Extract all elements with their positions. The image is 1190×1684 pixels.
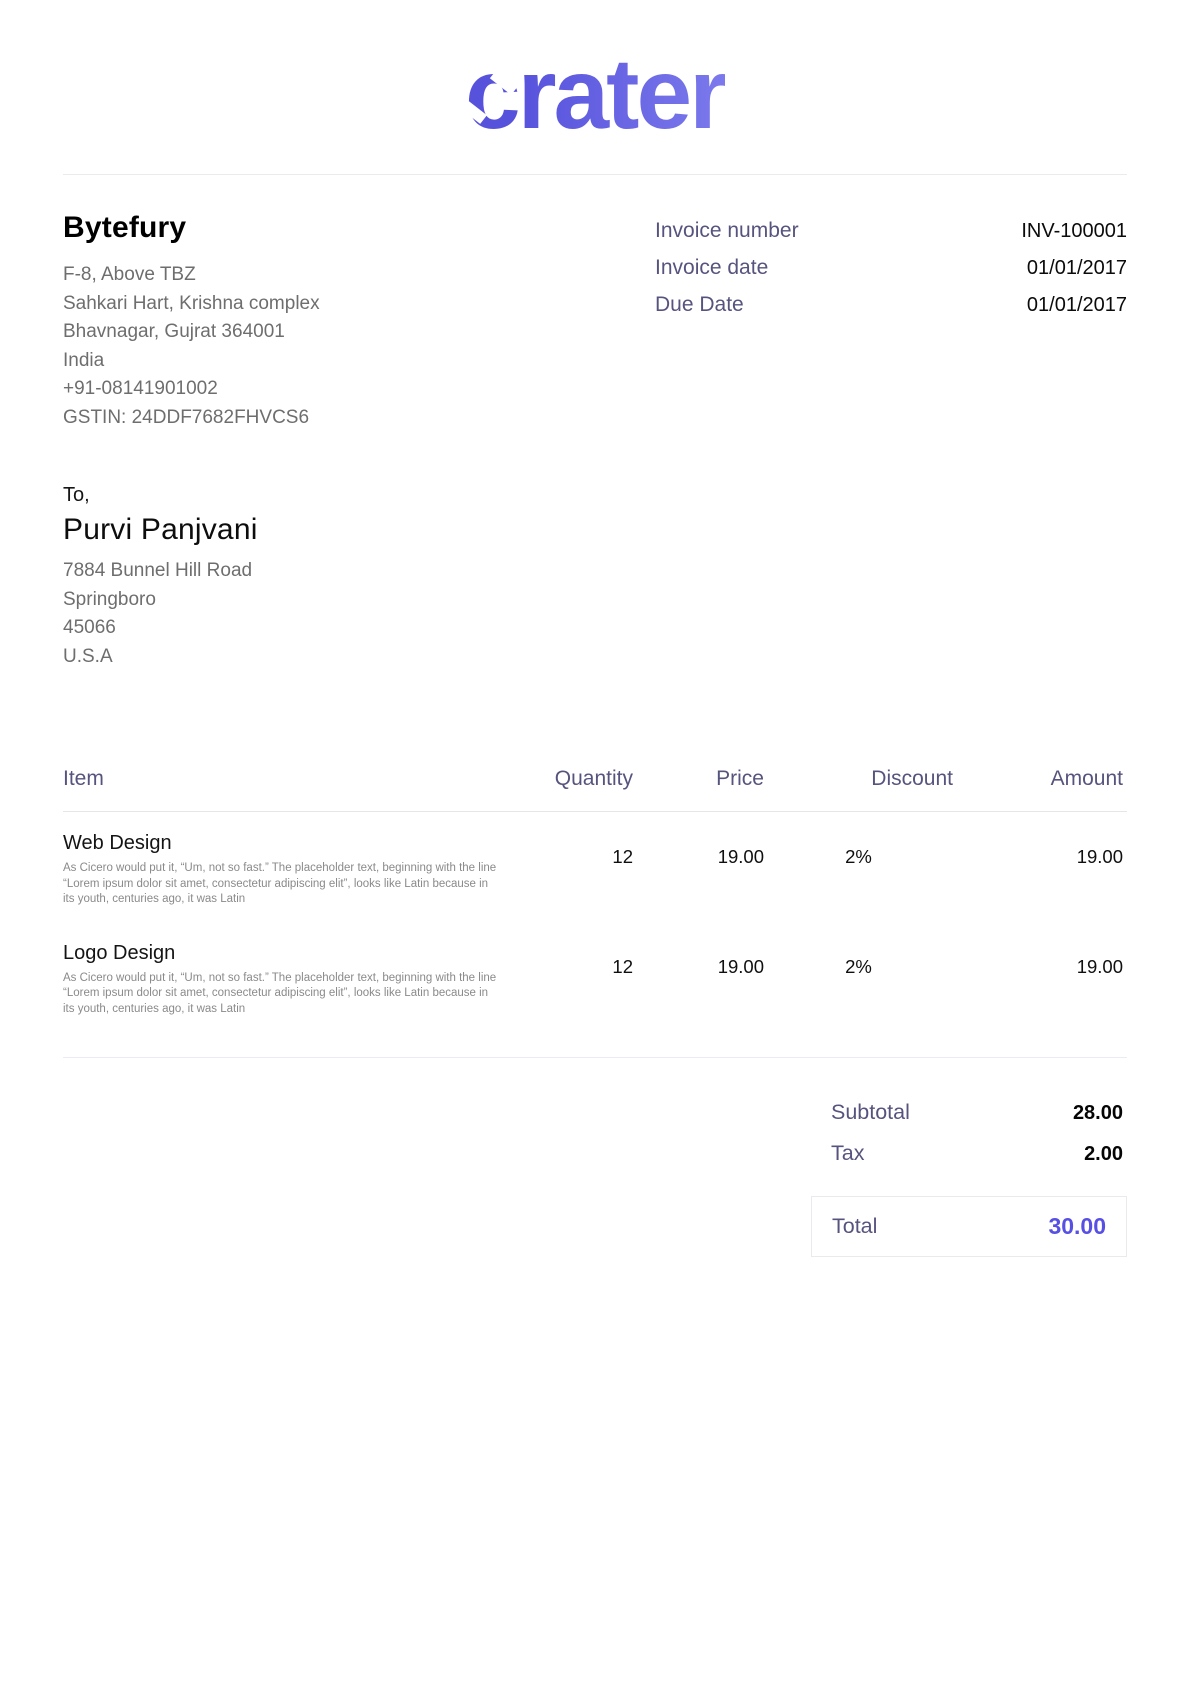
- subtotal-value: 28.00: [1072, 1102, 1123, 1124]
- invoice-date-row: Invoice date 01/01/2017: [655, 256, 1127, 280]
- items-table: Item Quantity Price Discount Amount Web …: [63, 767, 1127, 1017]
- invoice-number-row: Invoice number INV-100001: [655, 219, 1127, 243]
- customer-address: 7884 Bunnel Hill Road Springboro 45066 U…: [63, 557, 1127, 671]
- due-date-label: Due Date: [655, 293, 744, 316]
- item-cell: Web Design As Cicero would put it, “Um, …: [63, 812, 503, 908]
- subtotal-row: Subtotal 28.00: [811, 1100, 1127, 1125]
- invoice-meta-block: Invoice number INV-100001 Invoice date 0…: [655, 211, 1127, 432]
- bill-to-block: To, Purvi Panjvani 7884 Bunnel Hill Road…: [63, 484, 1127, 671]
- column-header-discount: Discount: [871, 767, 953, 790]
- company-address-line: F-8, Above TBZ: [63, 264, 196, 285]
- customer-address-line: Springboro: [63, 588, 156, 610]
- item-description: As Cicero would put it, “Um, not so fast…: [63, 971, 497, 1015]
- company-address-line: India: [63, 349, 105, 371]
- item-name: Web Design: [63, 832, 172, 854]
- invoice-number-label: Invoice number: [655, 219, 799, 242]
- totals-block: Subtotal 28.00 Tax 2.00 Total 30.00: [811, 1100, 1127, 1257]
- item-amount: 19.00: [1076, 955, 1123, 977]
- item-discount: 2%: [845, 955, 872, 977]
- column-header-quantity: Quantity: [554, 767, 633, 790]
- company-name: Bytefury: [63, 211, 187, 244]
- bill-to-prefix: To,: [63, 484, 90, 506]
- table-row: Logo Design As Cicero would put it, “Um,…: [63, 908, 1127, 1018]
- company-block: Bytefury F-8, Above TBZ Sahkari Hart, Kr…: [63, 211, 320, 432]
- total-value: 30.00: [1048, 1213, 1106, 1239]
- invoice-number-value: INV-100001: [1021, 220, 1127, 242]
- header-divider: [63, 174, 1127, 175]
- table-row: Web Design As Cicero would put it, “Um, …: [63, 812, 1127, 908]
- company-address: F-8, Above TBZ Sahkari Hart, Krishna com…: [63, 261, 320, 432]
- company-gstin: GSTIN: 24DDF7682FHVCS6: [63, 406, 310, 428]
- crater-logo: crater: [462, 44, 728, 174]
- tax-row: Tax 2.00: [811, 1141, 1127, 1166]
- total-label: Total: [832, 1214, 878, 1238]
- customer-address-line: 45066: [63, 617, 116, 638]
- crater-logo-text: crater: [465, 38, 728, 150]
- column-header-price: Price: [716, 767, 764, 790]
- due-date-row: Due Date 01/01/2017: [655, 293, 1127, 317]
- totals-divider: [63, 1057, 1127, 1058]
- item-discount: 2%: [845, 846, 872, 867]
- company-address-line: Sahkari Hart, Krishna complex: [63, 292, 320, 314]
- customer-address-line: 7884 Bunnel Hill Road: [63, 560, 253, 581]
- due-date-value: 01/01/2017: [1026, 294, 1127, 316]
- item-description: As Cicero would put it, “Um, not so fast…: [63, 862, 497, 905]
- subtotal-label: Subtotal: [831, 1100, 910, 1124]
- brand-header: crater: [63, 44, 1127, 148]
- company-address-line: Bhavnagar, Gujrat 364001: [63, 321, 285, 342]
- grand-total-box: Total 30.00: [811, 1196, 1127, 1257]
- item-price: 19.00: [717, 955, 764, 977]
- customer-address-line: U.S.A: [63, 645, 113, 667]
- item-cell: Logo Design As Cicero would put it, “Um,…: [63, 908, 503, 1018]
- invoice-date-label: Invoice date: [655, 256, 769, 279]
- invoice-date-value: 01/01/2017: [1026, 257, 1127, 279]
- tax-value: 2.00: [1084, 1143, 1123, 1165]
- column-header-item: Item: [63, 767, 104, 790]
- company-phone: +91-08141901002: [63, 378, 218, 399]
- items-table-header: Item Quantity Price Discount Amount: [63, 767, 1127, 812]
- item-quantity: 12: [612, 955, 633, 977]
- item-price: 19.00: [717, 846, 764, 867]
- item-quantity: 12: [612, 846, 633, 867]
- item-amount: 19.00: [1076, 846, 1123, 867]
- company-meta-section: Bytefury F-8, Above TBZ Sahkari Hart, Kr…: [63, 211, 1127, 432]
- item-name: Logo Design: [63, 941, 176, 964]
- tax-label: Tax: [831, 1141, 865, 1165]
- customer-name: Purvi Panjvani: [63, 513, 258, 546]
- column-header-amount: Amount: [1050, 767, 1123, 790]
